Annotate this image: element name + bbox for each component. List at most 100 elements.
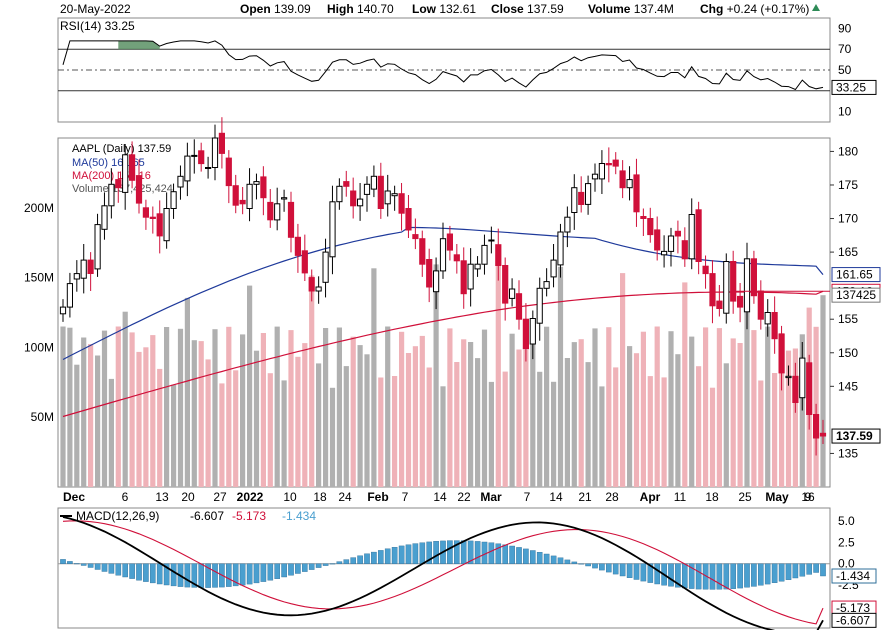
rsi-last-value: 33.25	[836, 80, 866, 94]
candle-body	[750, 258, 757, 297]
candle-body	[529, 318, 536, 345]
macd-hist-bar	[447, 540, 453, 564]
macd-hist-bar	[585, 563, 591, 567]
candle-body	[764, 312, 771, 325]
candle-body	[281, 197, 288, 200]
macd-hist-bar	[654, 563, 660, 585]
volume-bar	[785, 350, 792, 487]
candle-body	[308, 277, 315, 292]
macd-hist-bar	[619, 563, 626, 577]
macd-hist-bar	[225, 563, 232, 587]
macd-hist-bar	[806, 563, 812, 575]
volume-bar	[509, 333, 515, 487]
volume-bar	[758, 380, 764, 487]
hist-legend-value: -1.434	[282, 509, 316, 523]
macd-hist-bar	[73, 563, 80, 565]
macd-hist-bar	[357, 555, 363, 564]
macd-hist-bar	[260, 563, 267, 582]
price-tick-label: 155	[838, 312, 858, 326]
candle-body	[80, 259, 87, 279]
volume-bar	[295, 356, 301, 487]
volume-bar	[654, 326, 660, 487]
volume-bar	[302, 343, 308, 487]
volume-bar	[454, 362, 460, 487]
macd-hist-bar	[509, 545, 515, 564]
volume-bar	[129, 332, 135, 487]
candle-body	[336, 185, 343, 203]
volume-bar	[564, 358, 570, 487]
macd-hist-bar	[758, 563, 764, 586]
high-group: High 140.70	[327, 2, 394, 16]
volume-bar	[716, 328, 722, 487]
volume-bar	[551, 381, 557, 487]
x-tick-label: 18	[313, 490, 327, 504]
macd-hist-bar	[67, 561, 73, 564]
macd-hist-bar	[371, 551, 377, 564]
volume-bar	[357, 345, 363, 487]
volume-bar	[260, 333, 266, 487]
candle-body	[654, 229, 661, 251]
candle-body	[184, 155, 191, 182]
candle-body	[633, 174, 640, 213]
volume-bar	[212, 329, 218, 487]
quote-date: 20-May-2022	[60, 2, 131, 16]
macd-hist-bar	[516, 547, 522, 565]
candle-body	[674, 230, 681, 237]
macd-hist-bar	[378, 550, 384, 565]
macd-hist-bar	[364, 553, 370, 564]
x-tick-label: 9	[805, 490, 812, 504]
x-tick-label: 20	[181, 490, 195, 504]
volume-bar	[633, 353, 640, 487]
volume-tick-label: 100M	[24, 340, 54, 354]
macd-hist-bar	[578, 563, 584, 565]
x-tick-label: Feb	[367, 490, 388, 504]
candle-body	[287, 201, 295, 238]
candle-body	[59, 306, 67, 315]
candle-body	[211, 137, 219, 168]
macd-hist-bar	[543, 553, 550, 564]
candle-body	[723, 261, 730, 314]
candle-body	[522, 318, 529, 350]
macd-hist-bar	[205, 563, 211, 588]
macd-hist-bar	[771, 563, 778, 584]
volume-bar	[267, 373, 273, 487]
candle-body	[647, 218, 654, 236]
volume-bar	[696, 366, 702, 487]
volume-bar	[274, 326, 280, 487]
macd-hist-bar	[737, 563, 743, 589]
volume-bar	[599, 386, 605, 487]
close-value: 137.59	[527, 2, 564, 16]
rsi-tick-label: 50	[838, 63, 852, 77]
candle-body	[87, 259, 94, 275]
candle-body	[205, 167, 212, 169]
candle-body	[605, 163, 612, 166]
legend-price: AAPL (Daily) 137.59	[72, 143, 171, 155]
volume-bar	[378, 377, 384, 487]
macd-hist-bar	[592, 563, 598, 569]
candle-body	[591, 173, 599, 180]
volume-label: Volume	[588, 2, 631, 16]
volume-bar	[323, 328, 329, 487]
macd-hist-bar	[191, 563, 198, 588]
macd-hist-bar	[329, 563, 336, 565]
macd-hist-bar	[474, 541, 481, 565]
x-tick-label: Apr	[640, 490, 661, 504]
volume-bar	[537, 371, 543, 487]
volume-bar	[371, 268, 377, 487]
volume-bar	[419, 335, 425, 487]
volume-bar	[405, 353, 412, 487]
volume-bar	[606, 327, 612, 487]
candle-body	[730, 261, 737, 302]
candle-body	[301, 250, 308, 274]
volume-bar	[198, 341, 204, 487]
x-tick-label: 14	[549, 490, 563, 504]
macd-hist-bar	[433, 541, 439, 564]
signal-legend-value: -5.173	[232, 509, 266, 523]
candle-body	[108, 183, 115, 207]
candle-body	[253, 181, 260, 185]
candle-body	[481, 244, 488, 265]
macd-hist-bar	[730, 563, 736, 589]
candle-body	[156, 213, 163, 237]
x-tick-label: 10	[283, 490, 297, 504]
macd-hist-bar	[668, 563, 674, 587]
